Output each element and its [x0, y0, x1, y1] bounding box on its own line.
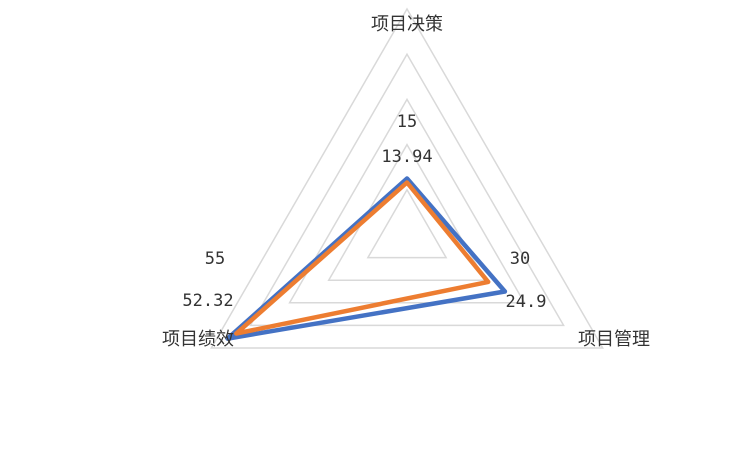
data-label-series1-management: 30 [510, 249, 530, 269]
series-1-polygon [225, 176, 508, 341]
radar-grid [210, 7, 604, 349]
data-label-series2-performance: 52.32 [182, 291, 233, 311]
grid-ring-5 [210, 7, 604, 349]
grid-ring-4 [249, 52, 565, 327]
radar-series [225, 176, 508, 341]
axis-label-project-management: 项目管理 [578, 329, 650, 350]
axis-label-project-performance: 项目绩效 [162, 329, 234, 350]
data-label-series2-decision: 13.94 [381, 147, 432, 167]
data-label-series1-decision: 15 [397, 112, 417, 132]
axis-label-project-decision: 项目决策 [371, 14, 443, 35]
data-label-series1-performance: 55 [205, 249, 225, 269]
series-2-polygon [234, 180, 491, 336]
grid-ring-3 [288, 97, 526, 304]
grid-ring-1 [366, 188, 448, 259]
data-label-series2-management: 24.9 [506, 292, 547, 312]
